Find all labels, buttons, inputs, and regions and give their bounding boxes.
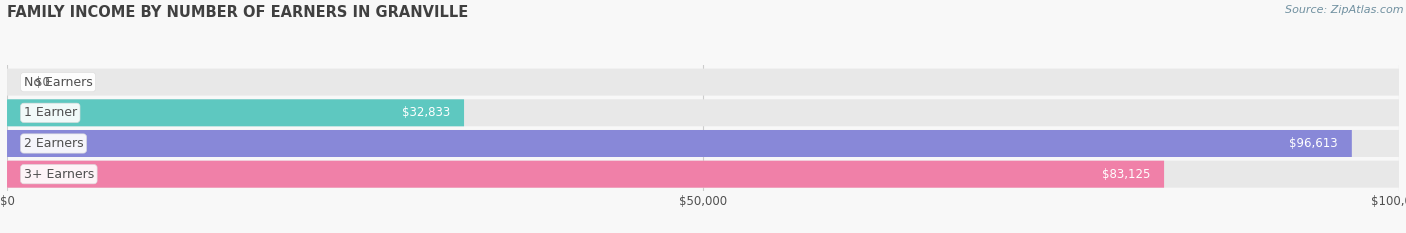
Text: $96,613: $96,613: [1289, 137, 1339, 150]
Text: 3+ Earners: 3+ Earners: [24, 168, 94, 181]
Text: 2 Earners: 2 Earners: [24, 137, 83, 150]
Text: $83,125: $83,125: [1102, 168, 1150, 181]
FancyBboxPatch shape: [7, 130, 1399, 157]
Text: FAMILY INCOME BY NUMBER OF EARNERS IN GRANVILLE: FAMILY INCOME BY NUMBER OF EARNERS IN GR…: [7, 5, 468, 20]
Text: $0: $0: [35, 76, 49, 89]
FancyBboxPatch shape: [7, 99, 1399, 126]
Text: $32,833: $32,833: [402, 106, 450, 119]
Text: No Earners: No Earners: [24, 76, 93, 89]
FancyBboxPatch shape: [7, 69, 1399, 96]
Text: Source: ZipAtlas.com: Source: ZipAtlas.com: [1285, 5, 1403, 15]
FancyBboxPatch shape: [7, 99, 464, 126]
FancyBboxPatch shape: [7, 161, 1164, 188]
FancyBboxPatch shape: [7, 130, 1351, 157]
Text: 1 Earner: 1 Earner: [24, 106, 77, 119]
FancyBboxPatch shape: [7, 161, 1399, 188]
